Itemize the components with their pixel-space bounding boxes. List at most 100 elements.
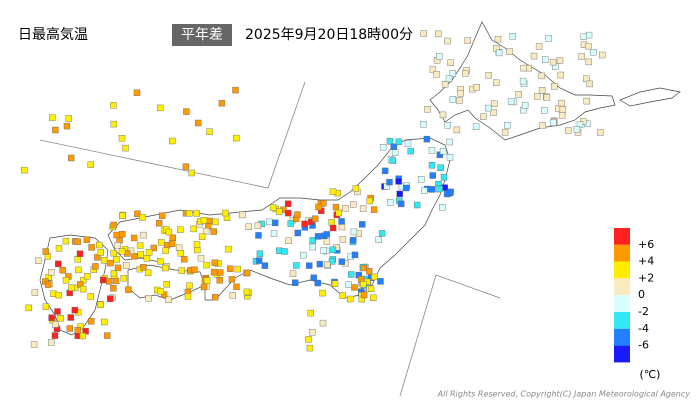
station-marker: [404, 140, 412, 147]
station-marker: [232, 86, 239, 94]
station-marker: [110, 249, 117, 257]
station-marker: [87, 318, 95, 325]
station-marker: [378, 230, 386, 237]
station-marker: [328, 258, 336, 265]
station-marker: [387, 199, 394, 206]
station-marker: [350, 237, 357, 244]
station-marker: [585, 42, 592, 50]
station-marker: [367, 285, 375, 292]
legend-label: -6: [638, 339, 649, 352]
station-marker: [366, 268, 373, 275]
station-marker: [324, 261, 331, 268]
station-marker: [314, 233, 322, 240]
station-marker: [119, 212, 126, 219]
station-marker: [110, 102, 117, 109]
station-marker: [193, 241, 201, 248]
station-marker: [435, 30, 442, 38]
station-marker: [542, 56, 549, 63]
station-marker: [580, 33, 587, 40]
map-title: 日最高気温: [18, 26, 88, 43]
station-marker: [323, 238, 331, 245]
station-marker: [92, 263, 99, 270]
station-marker: [100, 318, 108, 326]
station-marker: [433, 71, 440, 78]
station-marker: [391, 149, 399, 157]
station-marker: [444, 37, 451, 45]
station-marker: [210, 228, 217, 235]
station-marker: [255, 232, 262, 239]
station-marker: [79, 285, 87, 293]
station-marker: [335, 209, 342, 217]
station-marker: [390, 143, 397, 151]
station-marker: [285, 237, 292, 245]
station-marker: [437, 164, 444, 171]
station-marker: [586, 80, 593, 88]
station-marker: [331, 280, 339, 287]
station-marker: [504, 121, 511, 129]
station-marker: [420, 30, 427, 37]
station-marker: [114, 264, 122, 272]
legend-swatch: [614, 261, 630, 279]
station-marker: [328, 218, 335, 226]
station-marker: [229, 292, 237, 299]
station-marker: [464, 37, 471, 44]
station-marker: [350, 201, 357, 208]
station-marker: [320, 199, 327, 207]
station-marker: [269, 204, 277, 211]
station-marker: [319, 289, 326, 297]
station-marker: [301, 220, 308, 228]
station-marker: [359, 221, 366, 228]
station-marker: [352, 185, 360, 192]
station-marker: [309, 243, 316, 251]
station-marker: [293, 262, 300, 269]
station-marker: [329, 188, 337, 195]
station-marker: [558, 112, 566, 119]
station-marker: [490, 109, 497, 116]
inset-border: [399, 274, 501, 397]
station-marker: [360, 264, 367, 272]
station-marker: [186, 282, 193, 289]
station-marker: [168, 240, 176, 247]
station-marker: [485, 72, 492, 79]
station-marker: [521, 101, 529, 109]
station-marker: [312, 215, 319, 223]
station-marker: [386, 178, 393, 186]
inset-border: [39, 81, 306, 189]
station-marker: [462, 70, 469, 77]
station-marker: [55, 245, 63, 252]
station-marker: [436, 185, 443, 193]
station-marker: [501, 129, 509, 136]
station-marker: [538, 72, 545, 80]
station-marker: [87, 293, 94, 300]
station-marker: [316, 260, 324, 268]
station-marker: [88, 244, 95, 251]
legend-swatch: [614, 312, 630, 329]
station-marker: [145, 295, 152, 302]
station-marker: [156, 104, 164, 112]
station-marker: [360, 281, 367, 288]
station-marker: [183, 108, 190, 115]
station-marker: [97, 301, 104, 308]
station-marker: [184, 293, 192, 300]
station-marker: [403, 184, 410, 192]
station-marker: [66, 325, 74, 332]
station-marker: [203, 261, 210, 269]
station-marker: [194, 119, 202, 127]
station-marker: [314, 279, 321, 287]
station-marker: [495, 49, 503, 57]
station-marker: [449, 70, 456, 77]
station-marker: [348, 271, 355, 278]
station-marker: [139, 214, 146, 221]
station-marker: [294, 211, 301, 218]
station-marker: [243, 288, 251, 296]
station-marker: [270, 230, 278, 237]
station-marker: [428, 161, 436, 169]
legend-unit: (℃): [640, 368, 661, 381]
station-marker: [54, 308, 61, 315]
station-marker: [339, 292, 346, 299]
station-marker: [381, 167, 389, 175]
station-marker: [104, 332, 111, 339]
station-marker: [200, 283, 208, 291]
station-marker: [145, 249, 153, 256]
station-marker: [233, 134, 240, 142]
